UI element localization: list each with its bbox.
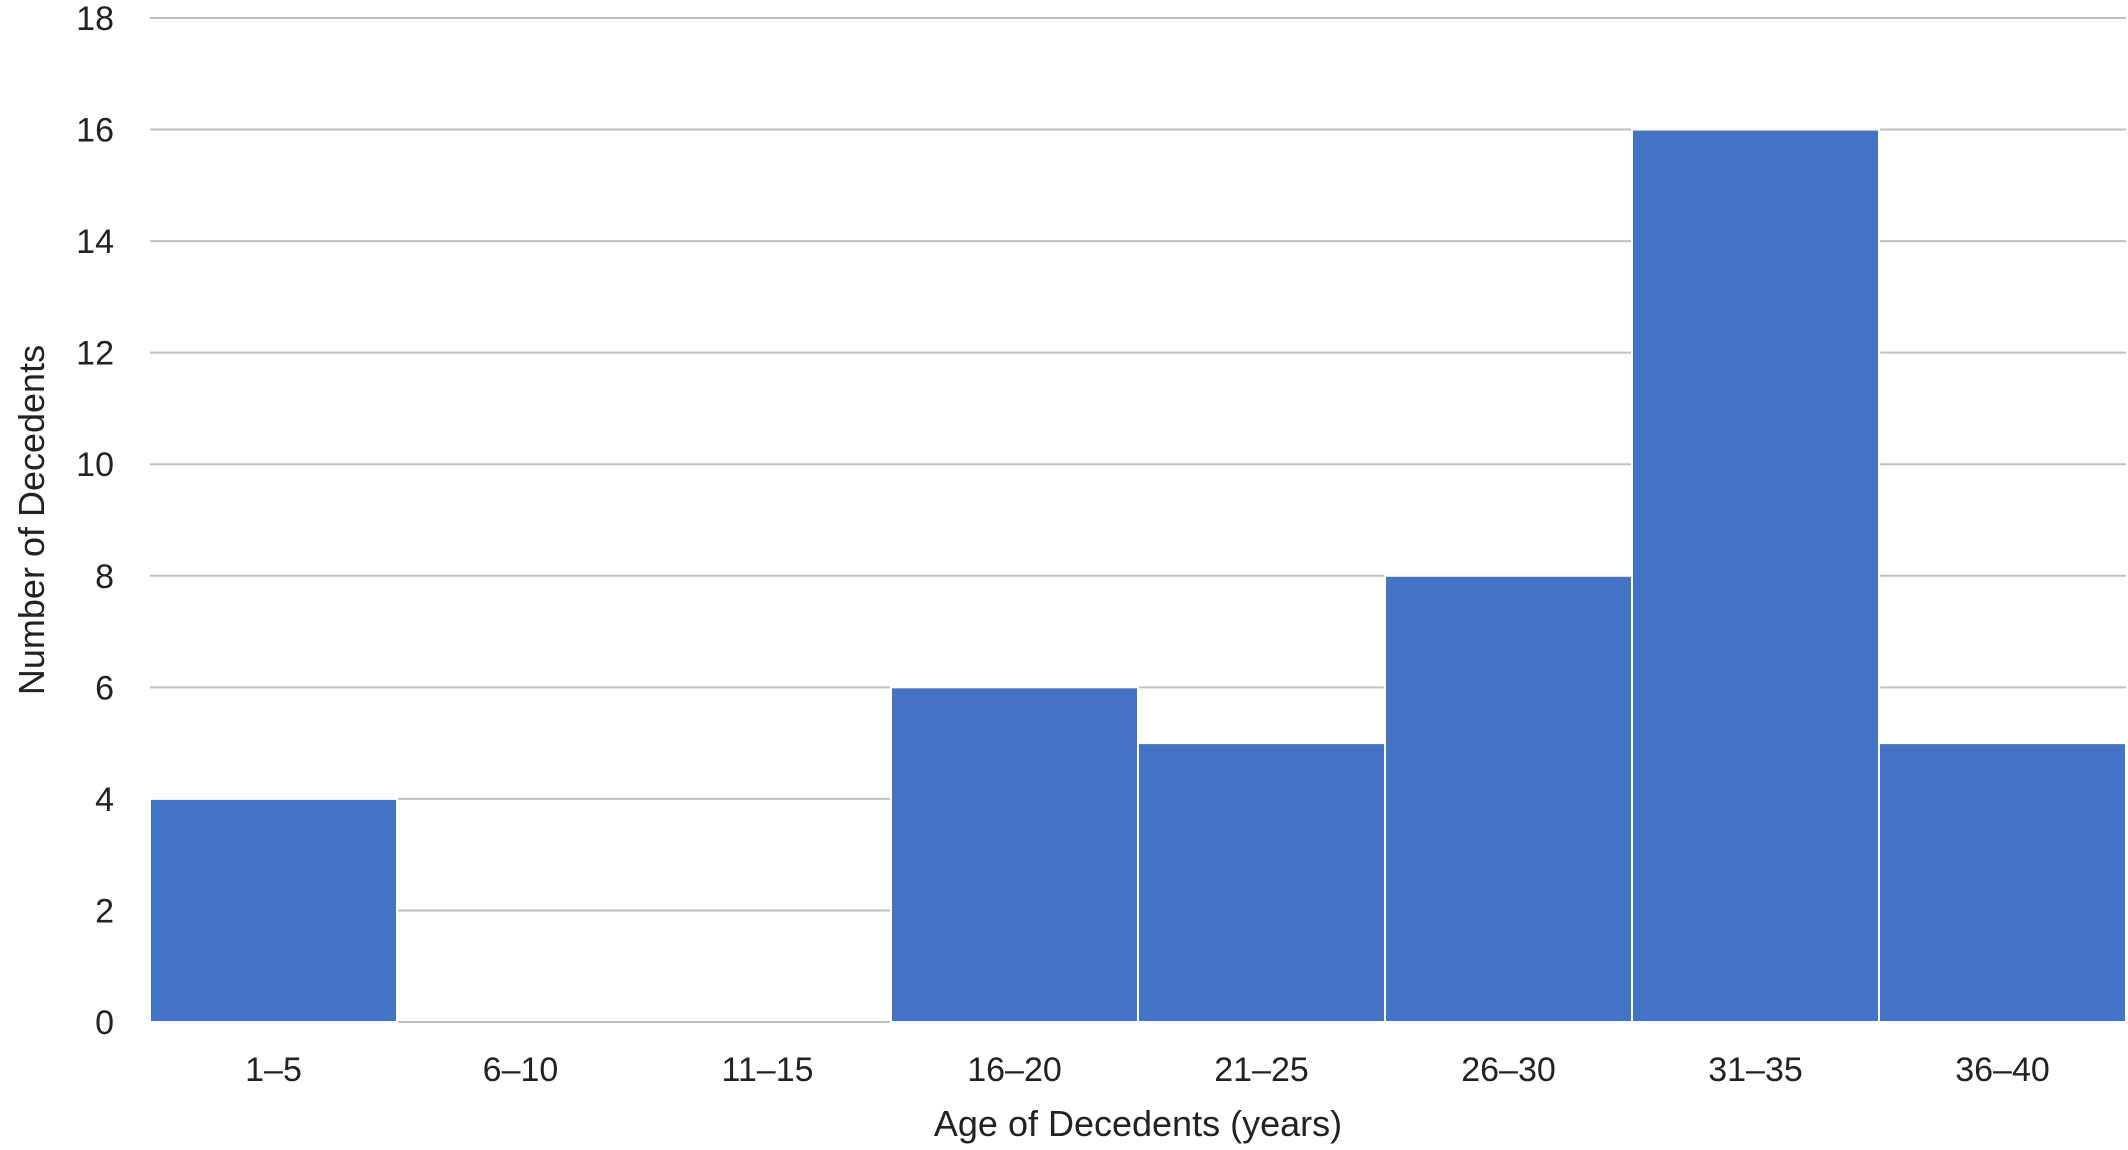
x-axis-title: Age of Decedents (years) bbox=[934, 1103, 1342, 1144]
y-tick-label: 2 bbox=[95, 892, 114, 930]
bar-7 bbox=[1631, 128, 1880, 1024]
y-tick-label: 18 bbox=[76, 0, 114, 38]
x-axis-ticks: 1–5 6–10 11–15 16–20 21–25 26–30 31–35 36–40 bbox=[245, 1051, 2050, 1089]
y-tick-label: 8 bbox=[95, 558, 114, 596]
x-tick-label: 11–15 bbox=[721, 1051, 813, 1089]
bar-5 bbox=[1137, 742, 1386, 1023]
x-tick-label: 6–10 bbox=[483, 1051, 559, 1089]
gridlines bbox=[150, 17, 2126, 1023]
x-tick-label: 21–25 bbox=[1214, 1051, 1309, 1089]
bar-8 bbox=[1878, 742, 2127, 1023]
y-axis-ticks: 0 2 4 6 8 10 12 14 16 18 bbox=[76, 0, 114, 1042]
bars bbox=[149, 128, 2127, 1024]
y-axis-title: Number of Decedents bbox=[11, 345, 52, 695]
bar-1 bbox=[149, 797, 398, 1024]
y-tick-label: 4 bbox=[95, 781, 114, 819]
bar-4 bbox=[890, 686, 1139, 1023]
bar-6 bbox=[1384, 574, 1633, 1023]
x-tick-label: 36–40 bbox=[1955, 1051, 2050, 1089]
x-tick-label: 16–20 bbox=[967, 1051, 1062, 1089]
x-tick-label: 26–30 bbox=[1461, 1051, 1556, 1089]
y-tick-label: 6 bbox=[95, 669, 114, 707]
x-tick-label: 31–35 bbox=[1708, 1051, 1803, 1089]
y-tick-label: 0 bbox=[95, 1004, 114, 1042]
y-tick-label: 10 bbox=[76, 446, 114, 484]
y-tick-label: 14 bbox=[76, 223, 114, 261]
y-tick-label: 12 bbox=[76, 335, 114, 373]
y-tick-label: 16 bbox=[76, 112, 114, 150]
x-tick-label: 1–5 bbox=[245, 1051, 302, 1089]
